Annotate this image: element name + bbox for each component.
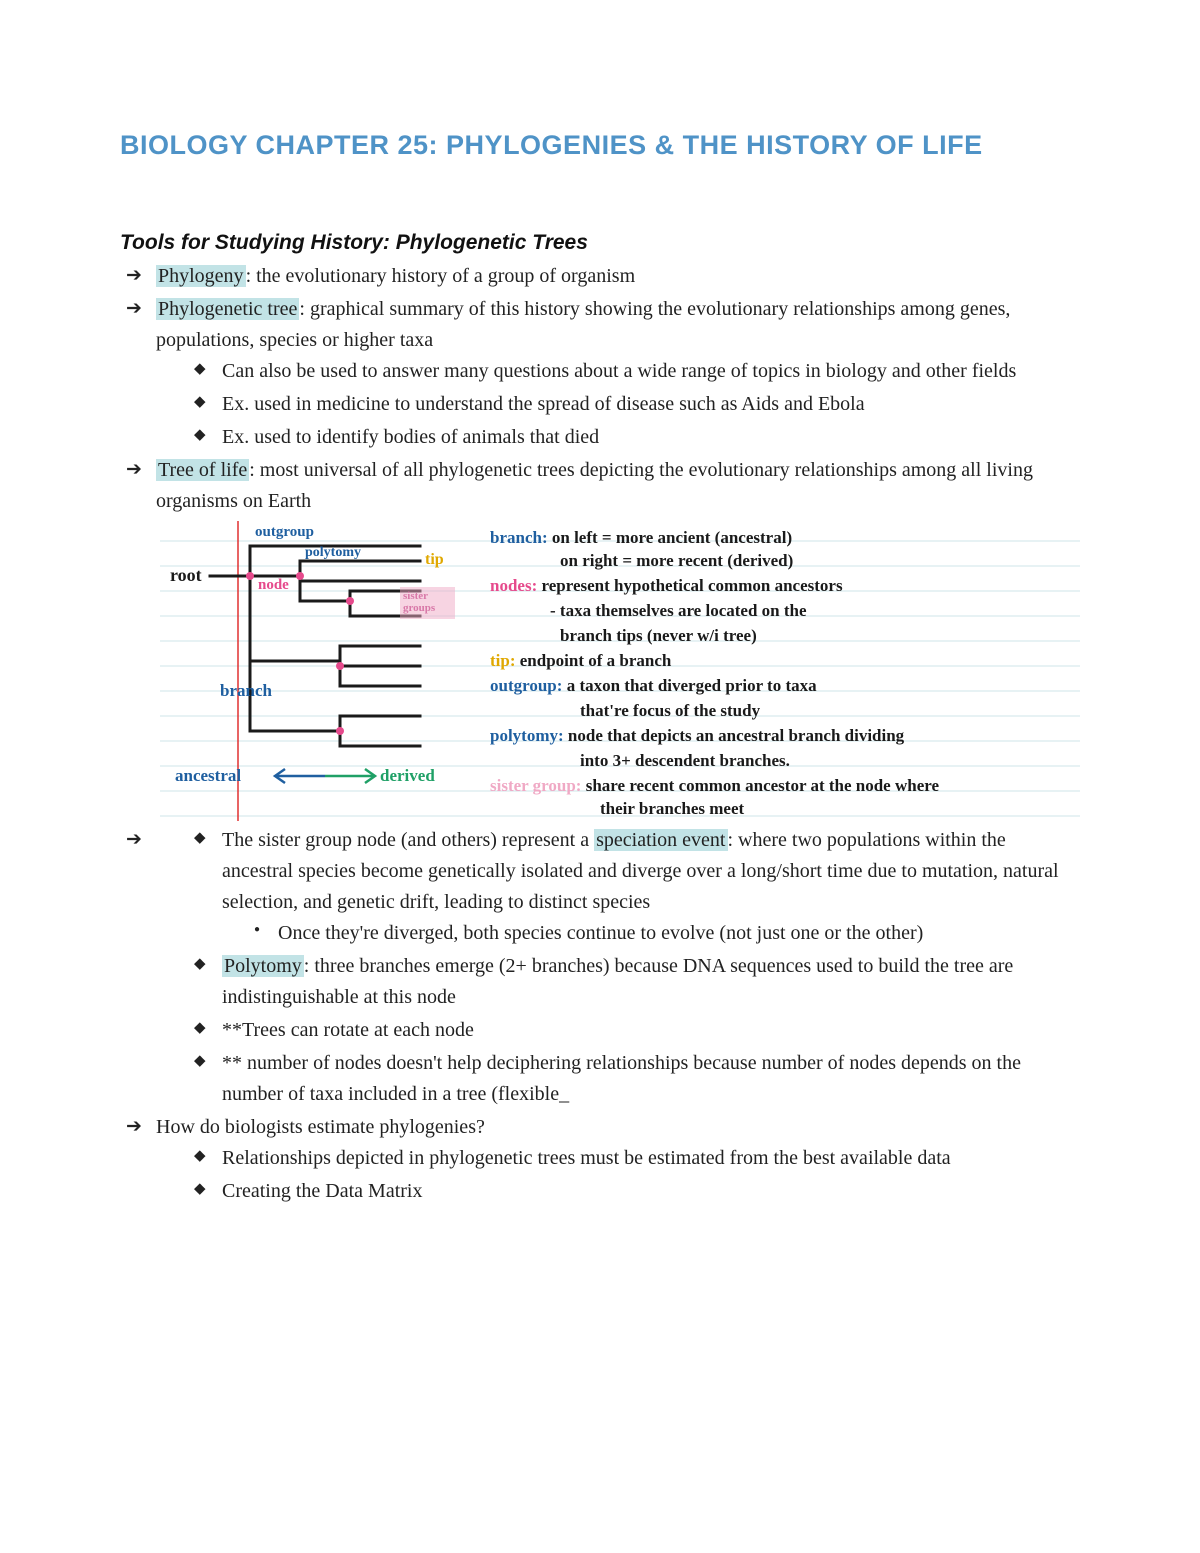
body-text: The sister group node (and others) repre… [222, 829, 594, 851]
page-title: BIOLOGY CHAPTER 25: PHYLOGENIES & THE HI… [120, 130, 1080, 161]
list-item: Ex. used to identify bodies of animals t… [192, 422, 1080, 453]
svg-text:branch: on left = more ancient: branch: on left = more ancient (ancestra… [490, 528, 792, 547]
svg-text:polytomy: node that depicts an: polytomy: node that depicts an ancestral… [490, 726, 905, 745]
main-list-continued: The sister group node (and others) repre… [120, 825, 1080, 1207]
term-speciation: speciation event [594, 829, 727, 851]
list-item: Creating the Data Matrix [192, 1176, 1080, 1207]
list-item: How do biologists estimate phylogenies? … [120, 1112, 1080, 1207]
svg-text:branch: branch [220, 681, 273, 700]
list-item: Phylogenetic tree: graphical summary of … [120, 294, 1080, 453]
svg-text:nodes: represent hypothetical: nodes: represent hypothetical common anc… [490, 576, 843, 595]
svg-text:that're focus of the study: that're focus of the study [580, 701, 761, 720]
svg-text:outgroup: outgroup [255, 524, 314, 540]
svg-text:groups: groups [403, 602, 436, 614]
svg-text:derived: derived [380, 766, 435, 785]
list-item: Once they're diverged, both species cont… [252, 918, 1080, 949]
svg-text:on right = more recent (derive: on right = more recent (derived) [560, 551, 793, 570]
term-phylo-tree: Phylogenetic tree [156, 298, 299, 320]
list-item: Ex. used in medicine to understand the s… [192, 389, 1080, 420]
section-heading: Tools for Studying History: Phylogenetic… [120, 231, 1080, 255]
body-text: : three branches emerge (2+ branches) be… [222, 955, 1013, 1008]
svg-text:their branches meet: their branches meet [600, 799, 744, 818]
svg-text:root: root [170, 565, 202, 585]
svg-text:outgroup: a taxon that diverge: outgroup: a taxon that diverged prior to… [490, 676, 817, 695]
svg-text:- taxa themselves are located: - taxa themselves are located on the [550, 601, 807, 620]
list-item: Can also be used to answer many question… [192, 356, 1080, 387]
list-item: **Trees can rotate at each node [192, 1015, 1080, 1046]
list-item: Polytomy: three branches emerge (2+ bran… [192, 951, 1080, 1013]
list-item: Tree of life: most universal of all phyl… [120, 455, 1080, 517]
term-tree-of-life: Tree of life [156, 459, 249, 481]
sub-list: The sister group node (and others) repre… [192, 825, 1080, 1110]
list-item: Phylogeny: the evolutionary history of a… [120, 261, 1080, 292]
document-page: BIOLOGY CHAPTER 25: PHYLOGENIES & THE HI… [0, 0, 1200, 1553]
svg-text:tip: tip [425, 551, 444, 568]
list-item-empty: The sister group node (and others) repre… [120, 825, 1080, 1110]
definition-text: : the evolutionary history of a group of… [246, 265, 636, 287]
main-list: Phylogeny: the evolutionary history of a… [120, 261, 1080, 517]
svg-text:node: node [258, 577, 289, 593]
svg-text:sister: sister [403, 590, 428, 602]
svg-text:polytomy: polytomy [305, 545, 361, 560]
sub-sub-list: Once they're diverged, both species cont… [252, 918, 1080, 949]
svg-text:ancestral: ancestral [175, 766, 241, 785]
list-item: Relationships depicted in phylogenetic t… [192, 1143, 1080, 1174]
svg-text:branch tips (never w/i tree): branch tips (never w/i tree) [560, 626, 757, 645]
sub-list: Relationships depicted in phylogenetic t… [192, 1143, 1080, 1207]
phylo-tree-diagram: root outgroup polytomy tip node sister g… [160, 521, 1080, 821]
diagram-svg: root outgroup polytomy tip node sister g… [160, 521, 1080, 821]
term-polytomy: Polytomy [222, 955, 304, 977]
definition-text: : most universal of all phylogenetic tre… [156, 459, 1033, 512]
list-item: ** number of nodes doesn't help decipher… [192, 1048, 1080, 1110]
svg-text:sister group: share recent com: sister group: share recent common ancest… [490, 776, 939, 795]
svg-text:tip: endpoint of a branch: tip: endpoint of a branch [490, 651, 672, 670]
svg-text:into 3+ descendent branches.: into 3+ descendent branches. [580, 751, 790, 770]
list-item: The sister group node (and others) repre… [192, 825, 1080, 949]
sub-list: Can also be used to answer many question… [192, 356, 1080, 453]
term-phylogeny: Phylogeny [156, 265, 246, 287]
